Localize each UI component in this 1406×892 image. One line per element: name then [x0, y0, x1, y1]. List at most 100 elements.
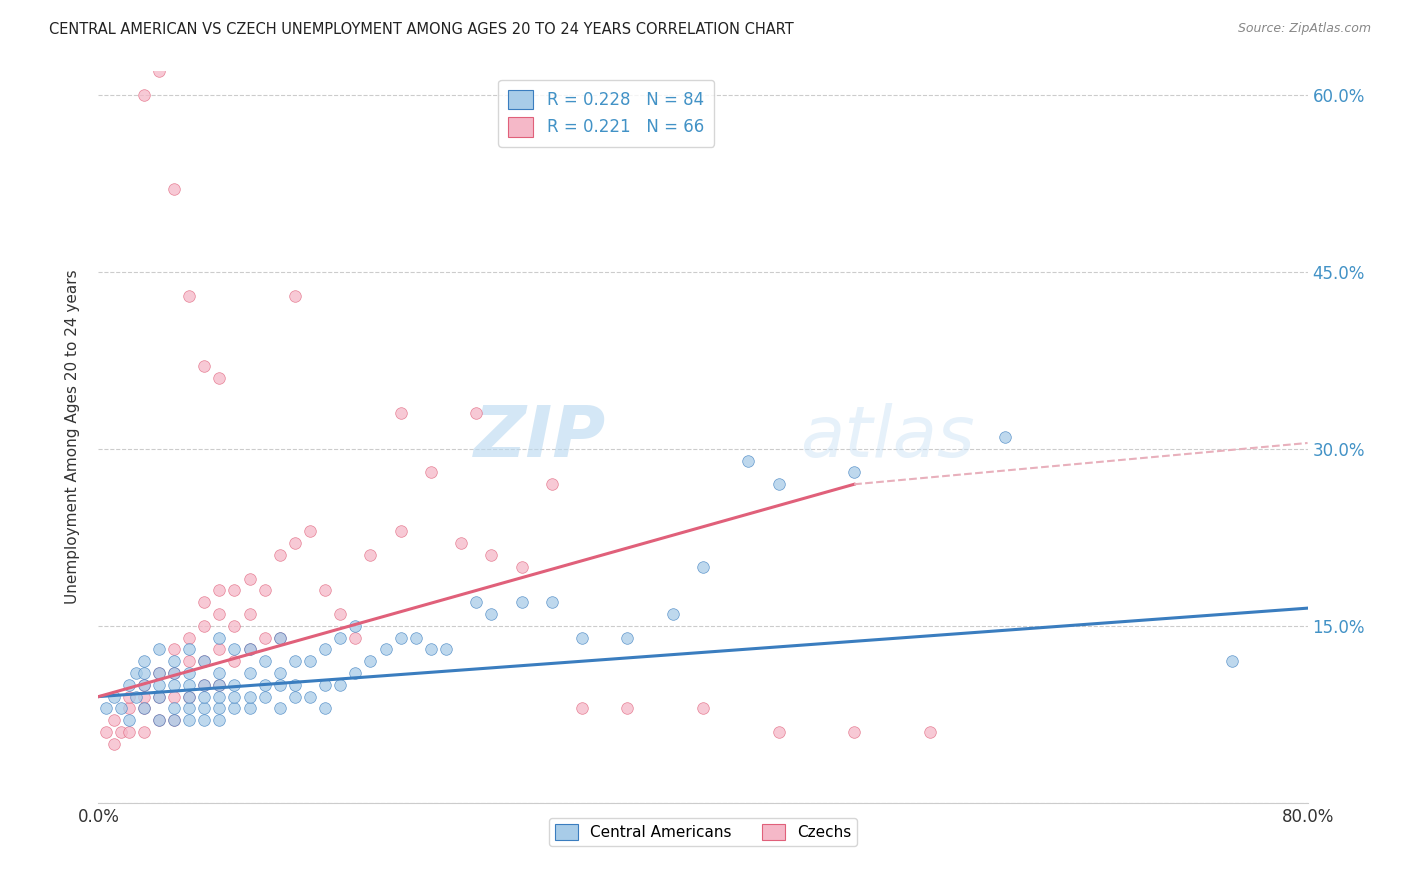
Point: [224, 619, 246, 633]
Point: [420, 466, 443, 480]
Point: [239, 642, 262, 657]
Point: [314, 701, 336, 715]
Point: [768, 477, 790, 491]
Point: [737, 453, 759, 467]
Point: [148, 690, 170, 704]
Point: [253, 583, 276, 598]
Point: [450, 536, 472, 550]
Point: [132, 678, 155, 692]
Point: [239, 690, 262, 704]
Y-axis label: Unemployment Among Ages 20 to 24 years: Unemployment Among Ages 20 to 24 years: [65, 269, 80, 605]
Point: [224, 678, 246, 692]
Point: [253, 690, 276, 704]
Point: [692, 559, 714, 574]
Point: [540, 477, 562, 491]
Point: [208, 713, 231, 727]
Point: [344, 619, 367, 633]
Point: [118, 725, 141, 739]
Point: [329, 631, 352, 645]
Point: [344, 666, 367, 681]
Point: [163, 701, 186, 715]
Legend: Central Americans, Czechs: Central Americans, Czechs: [548, 818, 858, 847]
Point: [193, 654, 215, 668]
Point: [148, 713, 170, 727]
Point: [571, 631, 593, 645]
Point: [239, 642, 262, 657]
Point: [193, 359, 215, 374]
Text: ZIP: ZIP: [474, 402, 606, 472]
Point: [132, 725, 155, 739]
Point: [269, 666, 291, 681]
Point: [132, 701, 155, 715]
Point: [179, 678, 201, 692]
Text: CENTRAL AMERICAN VS CZECH UNEMPLOYMENT AMONG AGES 20 TO 24 YEARS CORRELATION CHA: CENTRAL AMERICAN VS CZECH UNEMPLOYMENT A…: [49, 22, 794, 37]
Point: [208, 690, 231, 704]
Point: [148, 64, 170, 78]
Text: atlas: atlas: [800, 402, 974, 472]
Point: [208, 642, 231, 657]
Point: [163, 642, 186, 657]
Point: [179, 631, 201, 645]
Point: [405, 631, 427, 645]
Point: [284, 690, 307, 704]
Point: [314, 678, 336, 692]
Point: [239, 666, 262, 681]
Point: [284, 654, 307, 668]
Point: [434, 642, 457, 657]
Point: [193, 678, 215, 692]
Point: [148, 642, 170, 657]
Point: [94, 725, 117, 739]
Point: [179, 701, 201, 715]
Point: [329, 607, 352, 621]
Point: [571, 701, 593, 715]
Point: [132, 690, 155, 704]
Point: [269, 701, 291, 715]
Point: [360, 654, 382, 668]
Point: [540, 595, 562, 609]
Point: [208, 583, 231, 598]
Point: [148, 678, 170, 692]
Point: [360, 548, 382, 562]
Point: [224, 690, 246, 704]
Point: [193, 595, 215, 609]
Point: [179, 666, 201, 681]
Point: [163, 182, 186, 196]
Point: [224, 654, 246, 668]
Point: [465, 407, 488, 421]
Point: [94, 701, 117, 715]
Point: [179, 654, 201, 668]
Text: Source: ZipAtlas.com: Source: ZipAtlas.com: [1237, 22, 1371, 36]
Point: [510, 559, 533, 574]
Point: [132, 678, 155, 692]
Point: [179, 288, 201, 302]
Point: [661, 607, 683, 621]
Point: [179, 642, 201, 657]
Point: [269, 678, 291, 692]
Point: [103, 713, 125, 727]
Point: [389, 407, 412, 421]
Point: [132, 654, 155, 668]
Point: [465, 595, 488, 609]
Point: [224, 583, 246, 598]
Point: [389, 524, 412, 539]
Point: [269, 548, 291, 562]
Point: [1220, 654, 1243, 668]
Point: [510, 595, 533, 609]
Point: [844, 466, 866, 480]
Point: [193, 619, 215, 633]
Point: [284, 536, 307, 550]
Point: [193, 654, 215, 668]
Point: [208, 607, 231, 621]
Point: [239, 607, 262, 621]
Point: [239, 572, 262, 586]
Point: [163, 690, 186, 704]
Point: [125, 690, 148, 704]
Point: [193, 713, 215, 727]
Point: [193, 701, 215, 715]
Point: [253, 654, 276, 668]
Point: [253, 631, 276, 645]
Point: [163, 678, 186, 692]
Point: [163, 713, 186, 727]
Point: [374, 642, 396, 657]
Point: [692, 701, 714, 715]
